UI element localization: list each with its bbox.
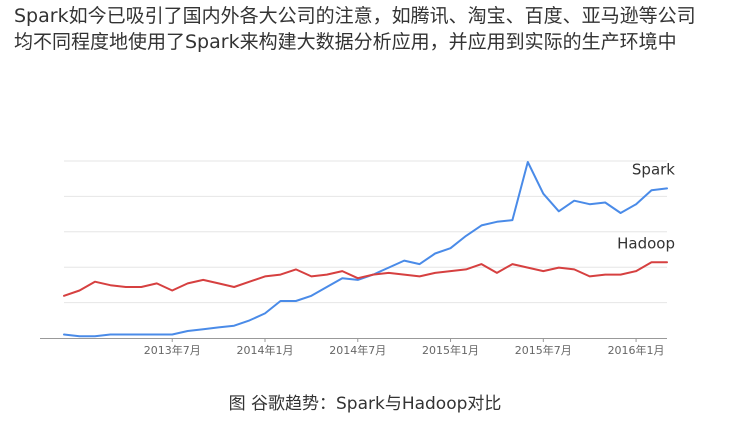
data-point-spark <box>140 334 142 336</box>
data-point-hadoop <box>295 268 297 270</box>
data-point-hadoop <box>109 284 111 286</box>
data-point-hadoop <box>481 263 483 265</box>
data-point-spark <box>527 161 529 163</box>
data-point-hadoop <box>666 261 668 263</box>
data-point-hadoop <box>202 279 204 281</box>
data-point-spark <box>465 235 467 237</box>
data-point-spark <box>249 319 251 321</box>
data-point-hadoop <box>94 281 96 283</box>
data-point-hadoop <box>326 274 328 276</box>
data-point-spark <box>419 263 421 265</box>
series-label-spark: Spark <box>632 160 675 178</box>
data-point-spark <box>496 221 498 223</box>
data-point-hadoop <box>233 286 235 288</box>
series-label-hadoop: Hadoop <box>617 234 675 252</box>
chart-caption: 图 谷歌趋势：Spark与Hadoop对比 <box>228 394 502 414</box>
data-point-hadoop <box>357 277 359 279</box>
data-point-hadoop <box>511 263 513 265</box>
data-point-spark <box>542 193 544 195</box>
data-point-hadoop <box>527 267 529 269</box>
data-point-hadoop <box>156 282 158 284</box>
data-point-spark <box>388 267 390 269</box>
data-point-spark <box>651 189 653 191</box>
x-tick-label: 2015年1月 <box>422 343 479 357</box>
data-point-spark <box>79 335 81 337</box>
data-point-spark <box>109 334 111 336</box>
data-point-spark <box>620 212 622 214</box>
data-point-hadoop <box>264 275 266 277</box>
x-tick-label: 2016年1月 <box>608 343 665 357</box>
data-point-hadoop <box>249 281 251 283</box>
data-point-spark <box>635 203 637 205</box>
data-point-spark <box>403 260 405 262</box>
data-point-hadoop <box>419 275 421 277</box>
data-point-spark <box>326 286 328 288</box>
data-point-spark <box>171 334 173 336</box>
data-point-spark <box>280 300 282 302</box>
data-point-hadoop <box>542 270 544 272</box>
data-point-hadoop <box>187 282 189 284</box>
data-point-hadoop <box>79 290 81 292</box>
data-point-spark <box>156 334 158 336</box>
data-point-spark <box>573 200 575 202</box>
data-point-spark <box>558 210 560 212</box>
series-line-spark <box>63 161 668 338</box>
data-point-spark <box>125 334 127 336</box>
data-point-hadoop <box>125 286 127 288</box>
data-point-hadoop <box>310 275 312 277</box>
data-point-spark <box>63 334 65 336</box>
data-point-hadoop <box>372 274 374 276</box>
data-point-hadoop <box>465 268 467 270</box>
data-point-hadoop <box>651 261 653 263</box>
data-point-hadoop <box>218 282 220 284</box>
data-point-hadoop <box>403 274 405 276</box>
data-point-hadoop <box>280 274 282 276</box>
data-point-spark <box>233 325 235 327</box>
x-tick-label: 2014年7月 <box>329 343 386 357</box>
data-point-spark <box>434 253 436 255</box>
data-point-spark <box>450 247 452 249</box>
data-point-hadoop <box>171 290 173 292</box>
intro-paragraph: Spark如今已吸引了国内外各大公司的注意，如腾讯、淘宝、百度、亚马逊等公司均不… <box>14 5 696 53</box>
data-point-hadoop <box>589 275 591 277</box>
data-point-spark <box>218 326 220 328</box>
data-point-hadoop <box>496 272 498 274</box>
data-point-hadoop <box>434 272 436 274</box>
x-tick-label: 2015年7月 <box>515 343 572 357</box>
data-point-spark <box>295 300 297 302</box>
data-point-hadoop <box>140 286 142 288</box>
data-point-spark <box>310 295 312 297</box>
data-point-hadoop <box>635 270 637 272</box>
data-point-spark <box>187 330 189 332</box>
data-point-hadoop <box>558 267 560 269</box>
data-point-spark <box>202 328 204 330</box>
data-point-spark <box>94 335 96 337</box>
data-point-spark <box>481 224 483 226</box>
data-point-spark <box>666 187 668 189</box>
data-point-hadoop <box>604 274 606 276</box>
data-point-hadoop <box>573 268 575 270</box>
data-point-hadoop <box>341 270 343 272</box>
data-point-hadoop <box>450 270 452 272</box>
data-point-spark <box>511 219 513 221</box>
x-tick-label: 2013年7月 <box>144 343 201 357</box>
data-point-spark <box>341 277 343 279</box>
data-point-hadoop <box>63 295 65 297</box>
data-point-hadoop <box>388 272 390 274</box>
x-tick-label: 2014年1月 <box>237 343 294 357</box>
data-point-spark <box>604 202 606 204</box>
data-point-spark <box>589 203 591 205</box>
data-point-hadoop <box>620 274 622 276</box>
data-point-spark <box>264 312 266 314</box>
series-line-hadoop <box>63 261 668 297</box>
